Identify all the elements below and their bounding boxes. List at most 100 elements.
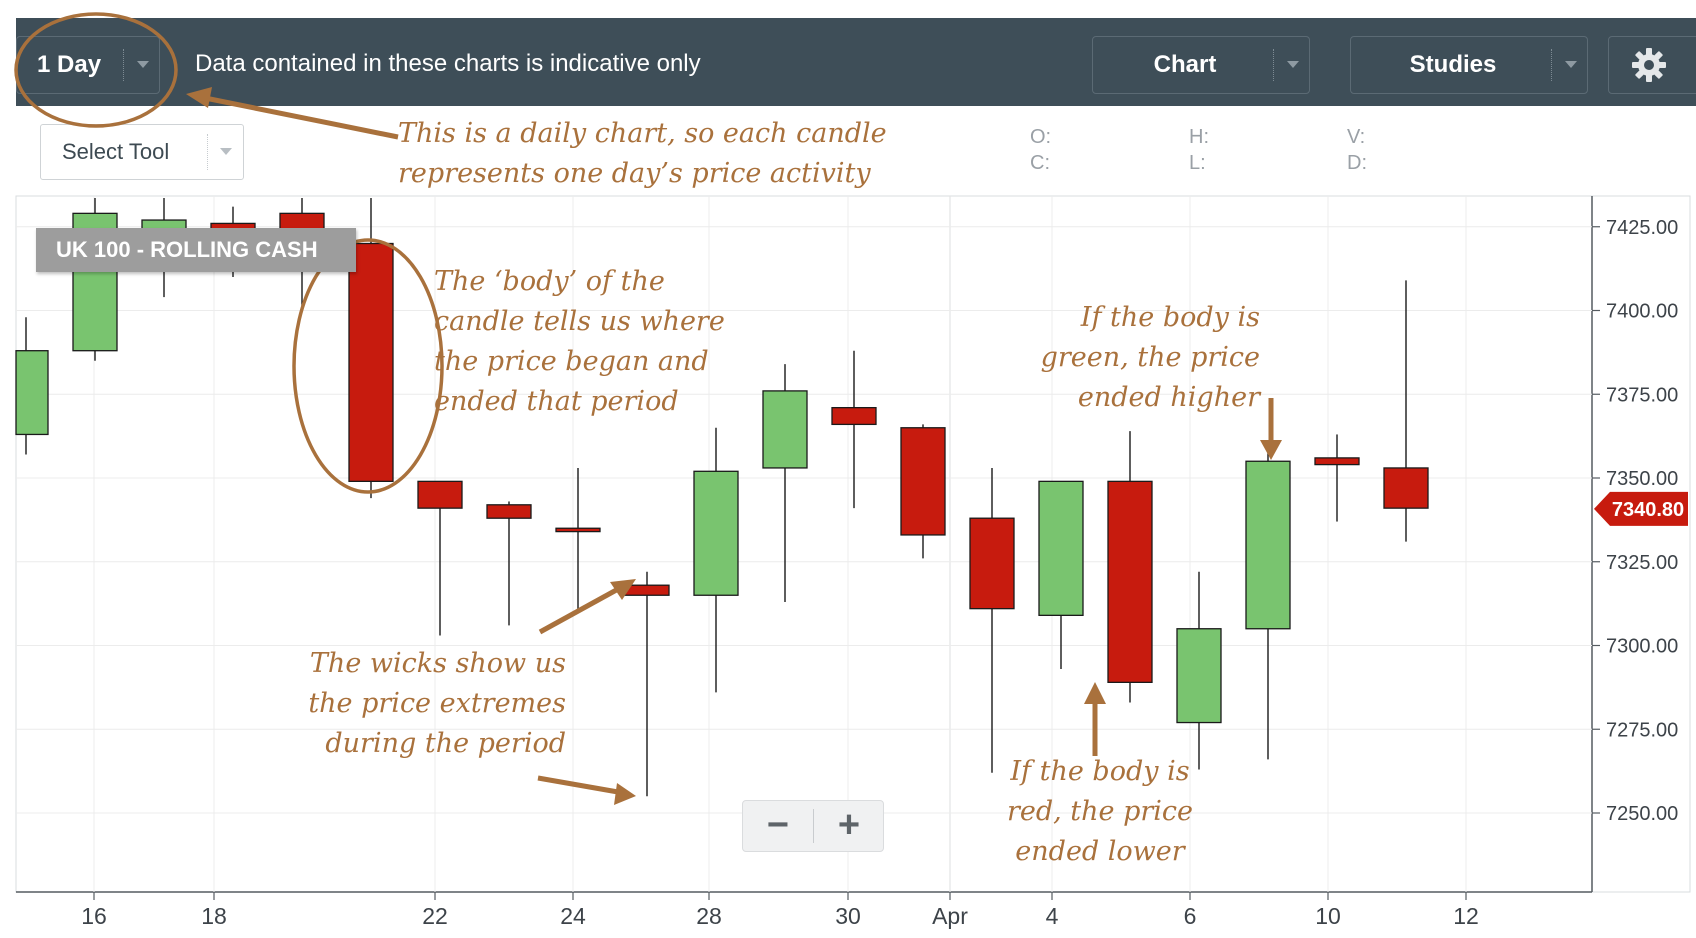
arrowhead bbox=[614, 783, 636, 805]
annotation-line: If the body is bbox=[1010, 756, 1190, 787]
ohlc-volume-d: V: D: bbox=[1347, 124, 1367, 176]
annotation-line: candle tells us where bbox=[434, 306, 725, 337]
settings-button[interactable] bbox=[1608, 36, 1696, 94]
y-tick-label: 7350.00 bbox=[1606, 468, 1678, 490]
candle-body-down bbox=[624, 584, 670, 596]
zoom-controls: − + bbox=[742, 800, 884, 852]
annotation-arrows bbox=[186, 87, 1282, 805]
x-tick-label: 16 bbox=[81, 903, 107, 929]
ohlc-volume-label: V: bbox=[1347, 126, 1366, 148]
x-tick-label: 18 bbox=[201, 903, 227, 929]
annotation-line: The ‘body’ of the bbox=[434, 266, 665, 297]
candle-body-down bbox=[1107, 480, 1153, 684]
chart-label: Chart bbox=[1153, 51, 1217, 78]
candle-body-down bbox=[348, 242, 394, 483]
candle-body-down bbox=[900, 427, 946, 536]
arrow-to-upper-wick bbox=[538, 585, 622, 635]
candle-body-up bbox=[1245, 460, 1291, 630]
y-tick-label: 7275.00 bbox=[1606, 719, 1678, 741]
chevron-down-icon bbox=[123, 49, 159, 81]
chart-toolbar: 1 Day Data contained in these charts is … bbox=[16, 18, 1696, 106]
arrow-to-lower-wick bbox=[537, 775, 619, 795]
x-tick-label: 4 bbox=[1046, 903, 1059, 929]
x-tick-label: 30 bbox=[835, 903, 861, 929]
arrowhead bbox=[186, 87, 212, 108]
annotation-red-body: If the body is red, the price ended lowe… bbox=[980, 752, 1220, 872]
candle-body-down bbox=[555, 527, 601, 533]
price-tag-shape bbox=[1594, 491, 1688, 526]
x-tick-label: 24 bbox=[560, 903, 586, 929]
body-highlight-ellipse bbox=[292, 238, 444, 494]
chart-type-dropdown[interactable]: Chart bbox=[1092, 36, 1310, 94]
annotation-line: ended higher bbox=[1077, 382, 1260, 413]
gear-icon bbox=[1632, 48, 1666, 82]
annotation-line: ended lower bbox=[1015, 836, 1185, 867]
grid bbox=[16, 196, 1592, 892]
annotation-line: green, the price bbox=[1040, 342, 1260, 373]
y-axis-ticks: 7425.00 7400.00 7375.00 7350.00 7325.00 7300.… bbox=[1592, 217, 1678, 825]
disclaimer-text: Data contained in these charts is indica… bbox=[195, 50, 701, 77]
y-tick-label: 7300.00 bbox=[1606, 636, 1678, 658]
y-tick-label: 7325.00 bbox=[1606, 552, 1678, 574]
ohlc-close-label: C: bbox=[1030, 152, 1050, 174]
x-tick-label: Apr bbox=[932, 903, 968, 929]
ohlc-high-label: H: bbox=[1189, 126, 1209, 148]
period-highlight-ellipse bbox=[14, 12, 178, 128]
annotation-line: during the period bbox=[325, 728, 566, 759]
annotation-daily-chart: This is a daily chart, so each candle re… bbox=[398, 114, 887, 194]
ohlc-low-label: L: bbox=[1189, 152, 1206, 174]
annotation-line: This is a daily chart, so each candle bbox=[398, 118, 887, 149]
annotation-line: represents one day’s price activity bbox=[398, 158, 871, 189]
y-tick-label: 7375.00 bbox=[1606, 384, 1678, 406]
candle-body-down bbox=[486, 504, 532, 519]
arrowhead bbox=[610, 579, 636, 600]
annotation-green-body: If the body is green, the price ended hi… bbox=[1020, 298, 1260, 418]
x-tick-label: 22 bbox=[422, 903, 448, 929]
y-tick-label: 7250.00 bbox=[1606, 803, 1678, 825]
zoom-in-button[interactable]: + bbox=[837, 804, 861, 846]
zoom-out-button[interactable]: − bbox=[766, 804, 790, 846]
candle-body-up bbox=[15, 350, 49, 436]
period-label: 1 Day bbox=[37, 51, 102, 78]
arrowhead bbox=[1260, 440, 1282, 460]
x-tick-label: 12 bbox=[1453, 903, 1479, 929]
chart-frame bbox=[15, 195, 1691, 893]
candle-body-up bbox=[1038, 480, 1084, 617]
candles bbox=[15, 198, 1429, 797]
candle-body-down bbox=[417, 480, 463, 509]
annotation-line: If the body is bbox=[1080, 302, 1260, 333]
annotation-line: ended that period bbox=[434, 386, 679, 417]
annotation-candle-body: The ‘body’ of the candle tells us where … bbox=[434, 262, 725, 422]
x-tick-label: 10 bbox=[1315, 903, 1341, 929]
last-price-tag: 7340.80 bbox=[1594, 491, 1688, 526]
zoom-divider bbox=[813, 809, 814, 843]
candle-body-up bbox=[1176, 628, 1222, 724]
select-tool-label: Select Tool bbox=[62, 139, 170, 164]
ohlc-open-close: O: C: bbox=[1030, 124, 1051, 176]
candle-body-up bbox=[762, 390, 808, 469]
annotation-line: the price began and bbox=[434, 346, 709, 377]
arrow-to-period bbox=[204, 95, 399, 140]
candle-body-down bbox=[1383, 467, 1429, 509]
ohlc-d-label: D: bbox=[1347, 152, 1367, 174]
y-tick-label: 7425.00 bbox=[1606, 217, 1678, 239]
x-tick-label: 28 bbox=[696, 903, 722, 929]
period-dropdown[interactable]: 1 Day bbox=[16, 36, 160, 94]
instrument-label: UK 100 - ROLLING CASH bbox=[36, 228, 356, 272]
ohlc-open-label: O: bbox=[1030, 126, 1052, 148]
chevron-down-icon bbox=[1551, 49, 1587, 81]
y-tick-label: 7400.00 bbox=[1606, 301, 1678, 323]
x-axis-ticks: 16 18 22 24 28 30 Apr 4 6 10 12 bbox=[81, 892, 1479, 929]
chevron-down-icon bbox=[207, 134, 243, 170]
candle-body-down bbox=[1314, 457, 1360, 466]
candle-body-down bbox=[831, 406, 877, 426]
annotation-line: red, the price bbox=[1006, 796, 1194, 827]
candle-body-up bbox=[693, 470, 739, 596]
annotation-line: the price extremes bbox=[308, 688, 566, 719]
candle-body-down bbox=[969, 517, 1015, 610]
select-tool-dropdown[interactable]: Select Tool bbox=[40, 124, 244, 180]
studies-dropdown[interactable]: Studies bbox=[1350, 36, 1588, 94]
chevron-down-icon bbox=[1273, 49, 1309, 81]
last-price-label: 7340.80 bbox=[1612, 499, 1684, 521]
